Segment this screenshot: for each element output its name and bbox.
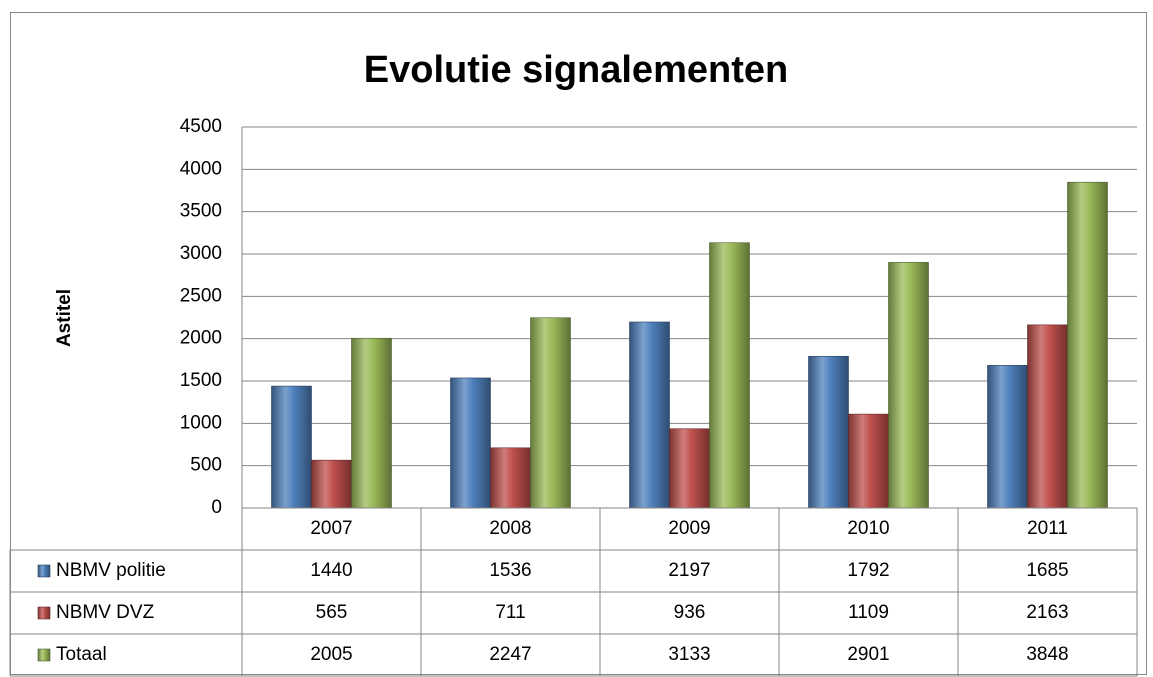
y-tick-label: 0 <box>211 497 222 518</box>
bar <box>888 262 929 509</box>
y-tick-label: 1000 <box>180 412 222 433</box>
bar <box>709 242 750 509</box>
table-value: 2163 <box>1026 602 1068 623</box>
table-value: 2005 <box>310 644 352 665</box>
chart-title: Evolutie signalementen <box>364 49 788 91</box>
y-tick-label: 4000 <box>180 158 222 179</box>
bar <box>1067 181 1108 509</box>
y-tick-label: 2500 <box>180 285 222 306</box>
y-axis-label: Astitel <box>54 289 75 347</box>
bar <box>1027 324 1068 509</box>
table-value: 565 <box>316 602 348 623</box>
bar <box>987 365 1028 509</box>
y-tick-label: 3000 <box>180 243 222 264</box>
x-tick-label: 2007 <box>310 518 352 539</box>
bar <box>669 428 710 509</box>
x-tick-label: 2009 <box>668 518 710 539</box>
table-value: 936 <box>674 602 706 623</box>
bar <box>351 337 392 509</box>
y-tick-label: 4500 <box>180 116 222 137</box>
bar <box>450 377 491 509</box>
table-value: 1109 <box>848 602 889 623</box>
bar <box>311 459 352 509</box>
table-value: 1440 <box>310 560 352 581</box>
table-value: 1536 <box>489 560 531 581</box>
legend-key <box>37 648 51 662</box>
chart-frame <box>10 12 1147 675</box>
y-tick-label: 2000 <box>180 328 222 349</box>
table-value: 711 <box>495 602 525 623</box>
legend-key <box>37 606 51 620</box>
y-tick-label: 500 <box>190 455 222 476</box>
y-tick-label: 1500 <box>180 370 222 391</box>
table-value: 3848 <box>1026 644 1068 665</box>
bar <box>808 355 849 509</box>
bar <box>530 317 571 509</box>
bar <box>271 385 312 509</box>
legend-label: Totaal <box>56 644 107 665</box>
bar <box>848 413 889 509</box>
legend-key <box>37 564 51 578</box>
x-tick-label: 2010 <box>847 518 889 539</box>
table-value: 2197 <box>668 560 710 581</box>
x-tick-label: 2008 <box>489 518 531 539</box>
y-tick-label: 3500 <box>180 201 222 222</box>
table-value: 1685 <box>1026 560 1068 581</box>
bar <box>490 447 531 509</box>
table-value: 1792 <box>847 560 889 581</box>
x-tick-label: 2011 <box>1027 518 1068 539</box>
table-value: 2901 <box>847 644 889 665</box>
bar <box>629 321 670 509</box>
table-value: 3133 <box>668 644 710 665</box>
legend-label: NBMV DVZ <box>56 602 155 623</box>
table-value: 2247 <box>489 644 531 665</box>
legend-label: NBMV politie <box>56 560 166 581</box>
